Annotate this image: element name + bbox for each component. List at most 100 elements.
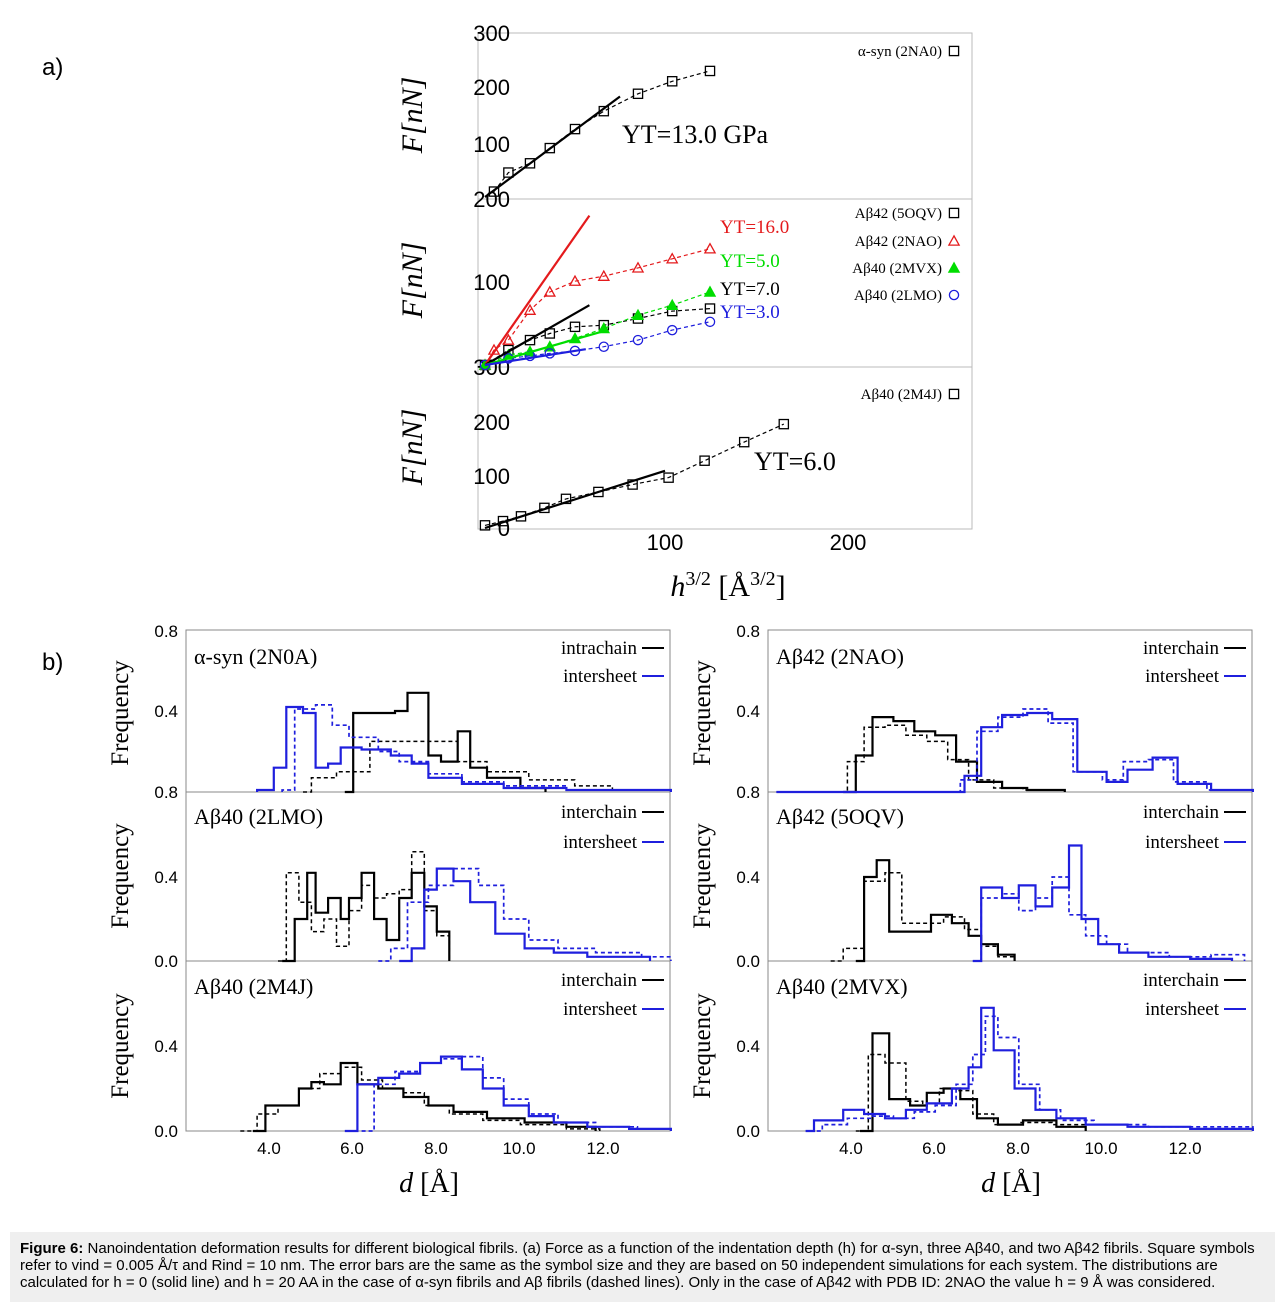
panel-b: Frequency Frequency Frequency Frequency …: [107, 622, 1254, 1199]
b-left-ylabel: Frequency: [107, 993, 134, 1099]
a2-data-series-1-point: [523, 303, 537, 315]
panel-a: F[nN] F[nN] F[nN] 300 200 100 200 100 30…: [396, 21, 973, 603]
b-left-1-blue-solid-hist: [399, 867, 652, 963]
b-right-ylabel: Frequency: [689, 823, 716, 929]
a2-data-series-1-line: [484, 248, 711, 366]
b-left-ytick: 0.4: [154, 868, 178, 887]
a-legend-marker-0: [948, 45, 960, 57]
a2-data-series-1-point: [597, 269, 611, 281]
a2-data-series-1-point: [543, 285, 557, 297]
b-histograms: [240, 691, 1254, 1133]
b-left-2-blue-solid-hist: [344, 1055, 672, 1133]
a1-data-series-0-line: [493, 70, 711, 192]
a1-legend-label: α-syn (2NA0): [858, 44, 942, 60]
a-legend-marker-5: [948, 388, 960, 400]
caption-text: Nanoindentation deformation results for …: [20, 1240, 1255, 1291]
a2-data-series-2-point: [703, 285, 717, 297]
b-left-0-label: α-syn (2N0A): [194, 644, 317, 669]
a2-data-series-5-line: [484, 304, 590, 366]
a2-data-series-2-point: [631, 308, 645, 320]
b-right-xtick: 4.0: [839, 1139, 863, 1158]
b-right-0-blue-dashed-hist: [776, 708, 1254, 793]
b-right-xlabel: d [Å]: [981, 1168, 1041, 1199]
b-left-ylabel: Frequency: [107, 823, 134, 929]
a2-data-series-0-point: [524, 334, 536, 346]
a3-data-series-0-point: [627, 479, 638, 490]
b-left-1-legend: intersheet: [563, 832, 638, 853]
b-left-1-legend: interchain: [561, 802, 637, 823]
a2-data-series-1-point: [631, 261, 645, 273]
b-left-2-black-solid-hist: [252, 1061, 597, 1133]
b-right-1-legend: interchain: [1143, 802, 1219, 823]
b-left-ytick: 0.0: [154, 1122, 178, 1141]
b-right-0-black-dashed-hist: [834, 724, 1058, 793]
b-left-1-label: Aβ40 (2LMO): [194, 804, 323, 829]
a3-ytick: 200: [473, 410, 510, 435]
b-right-2-label: Aβ40 (2MVX): [776, 974, 908, 999]
b-right-0-legend: intersheet: [1145, 666, 1220, 687]
b-right-xtick: 10.0: [1084, 1139, 1117, 1158]
b-left-ytick: 0.8: [154, 783, 178, 802]
b-right-0-black-solid-hist: [843, 716, 1066, 794]
b-left-1-blue-dashed-hist: [378, 867, 672, 962]
figure-svg: a) b) F[nN] F[nN] F[nN] 300 200 100 200 …: [42, 21, 1254, 1199]
a3-ylabel: F[nN]: [396, 409, 429, 487]
a2-data-series-4-line: [484, 214, 591, 366]
a2-data-series-6-line: [484, 329, 608, 367]
a3-data-series-0-point: [560, 493, 572, 505]
b-left-0-legend: intersheet: [563, 666, 638, 687]
a1-data-series-0-point: [632, 88, 644, 100]
a2-data-series-1-point: [502, 333, 515, 345]
b-left-2-frame: [185, 960, 671, 1132]
b-right-xtick: 6.0: [922, 1139, 946, 1158]
a1-data-series-0-point: [488, 186, 500, 197]
b-right-1-label: Aβ42 (5OQV): [776, 804, 904, 829]
a3-annotation: YT=6.0: [754, 447, 836, 476]
a3-frame: [477, 366, 973, 530]
b-right-2-blue-solid-hist: [805, 1006, 1254, 1133]
a3-data-series-0-point: [738, 436, 750, 448]
b-left-0-legend: intrachain: [561, 638, 637, 659]
panel-label-a: a): [42, 54, 63, 81]
a2-data-series-1-point: [568, 274, 582, 286]
a-xlabel: h3/2 [Å3/2]: [670, 568, 785, 603]
b-left-2-legend: intersheet: [563, 999, 638, 1020]
b-right-2-legend: intersheet: [1145, 999, 1220, 1020]
a-legend-markers: [947, 45, 961, 400]
b-left-ytick: 0.4: [154, 1037, 178, 1056]
a1-data-series-0-point: [704, 65, 716, 77]
a-legend-marker-2: [947, 234, 961, 246]
a2-data-series-1-point: [665, 252, 679, 264]
a1-ytick: 300: [473, 21, 510, 46]
b-right-xtick: 12.0: [1168, 1139, 1201, 1158]
a1-ytick: 100: [473, 132, 510, 157]
b-left-xtick: 4.0: [257, 1139, 281, 1158]
b-left-ytick: 0.4: [154, 702, 178, 721]
a-xtick: 100: [647, 530, 684, 555]
a3-data: [479, 418, 790, 531]
b-right-ytick: 0.8: [736, 783, 760, 802]
a1-data-series-1-line: [484, 95, 621, 198]
a1-data-series-0-point: [524, 158, 536, 169]
a2-data-series-3-point: [598, 341, 610, 352]
b-left-xtick: 6.0: [340, 1139, 364, 1158]
b-right-1-legend: intersheet: [1145, 832, 1220, 853]
b-left-0-blue-dashed-hist: [281, 704, 672, 792]
b-right-ytick: 0.0: [736, 952, 760, 971]
caption-label: Figure 6:: [20, 1240, 84, 1257]
a1-data: [484, 65, 716, 198]
a2-data: [478, 214, 717, 371]
b-right-ytick: 0.4: [736, 1037, 760, 1056]
b-right-1-blue-solid-hist: [972, 844, 1234, 963]
b-left-1-black-solid-hist: [282, 871, 451, 963]
a2-annotation: YT=7.0: [720, 279, 780, 300]
a3-ytick: 100: [473, 464, 510, 489]
a3-data-series-0-point: [593, 486, 604, 498]
b-right-ytick: 0.0: [736, 1122, 760, 1141]
b-right-ylabel: Frequency: [689, 993, 716, 1099]
a2-annotation: YT=3.0: [720, 302, 780, 323]
b-right-2-frame: [767, 960, 1253, 1132]
b-right-ytick: 0.4: [736, 868, 760, 887]
b-right-0-legend: interchain: [1143, 638, 1219, 659]
b-left-ytick: 0.8: [154, 622, 178, 641]
